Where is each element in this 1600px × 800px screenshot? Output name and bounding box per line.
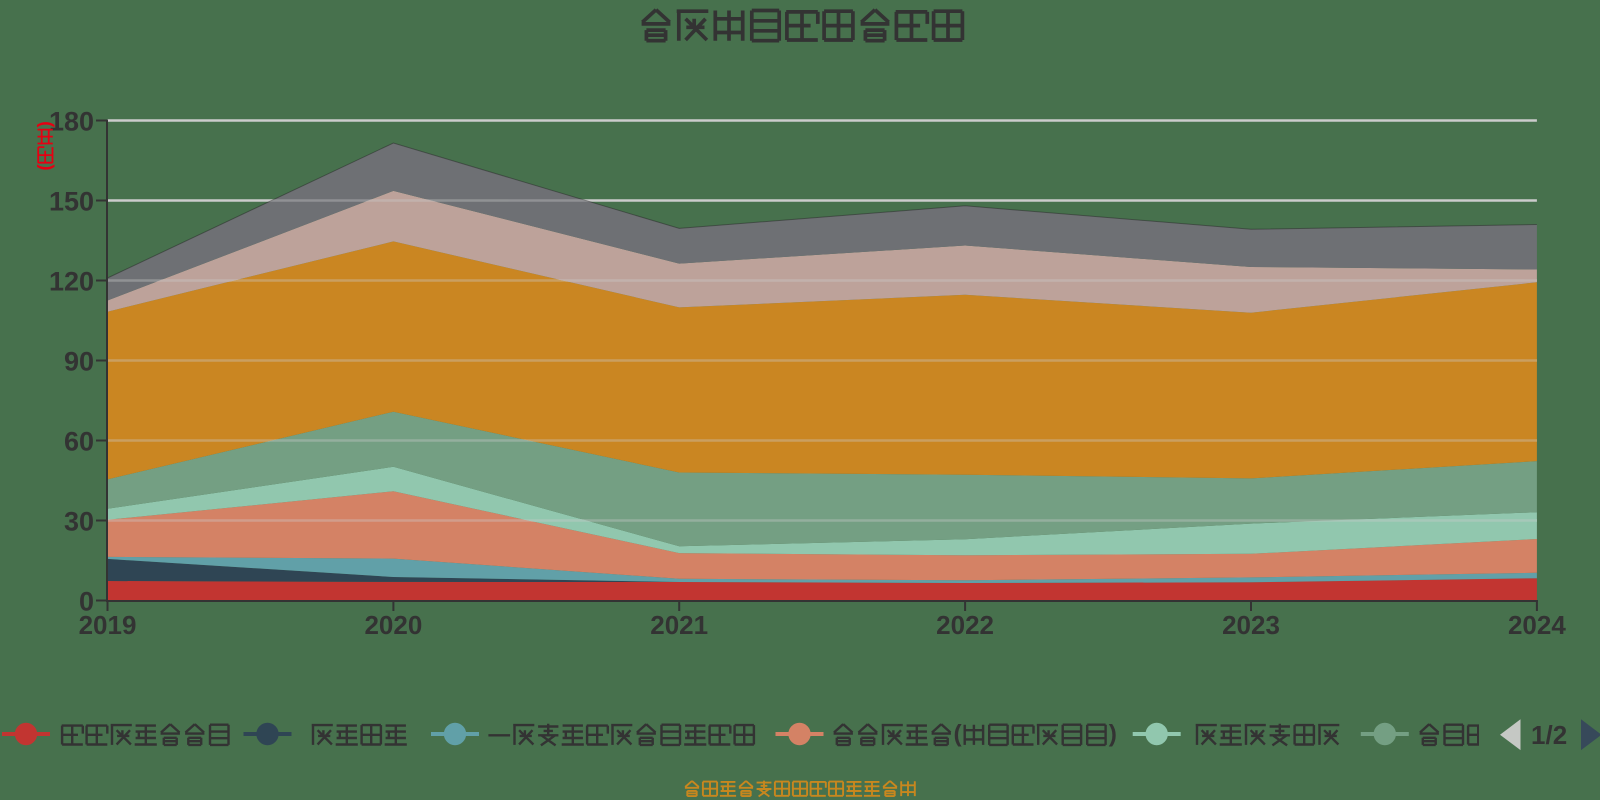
svg-text:2023: 2023 <box>1222 610 1280 640</box>
svg-text:2020: 2020 <box>364 610 422 640</box>
svg-text:150: 150 <box>49 187 94 217</box>
svg-text:120: 120 <box>49 267 94 297</box>
svg-text:0: 0 <box>79 587 94 617</box>
svg-text:2024: 2024 <box>1508 610 1566 640</box>
svg-text:): ) <box>33 121 54 127</box>
svg-text:(: ( <box>954 721 963 748</box>
svg-text:2019: 2019 <box>79 610 137 640</box>
svg-text:2021: 2021 <box>650 610 708 640</box>
svg-text:(: ( <box>33 164 54 171</box>
svg-text:): ) <box>1109 721 1117 748</box>
svg-text:2022: 2022 <box>936 610 994 640</box>
svg-text:180: 180 <box>49 107 94 137</box>
svg-text:1: 1 <box>1531 720 1545 750</box>
svg-text:30: 30 <box>64 507 94 537</box>
svg-text:60: 60 <box>64 427 94 457</box>
svg-text:2: 2 <box>1553 720 1567 750</box>
svg-text:/: / <box>1546 720 1553 750</box>
svg-text:90: 90 <box>64 347 94 377</box>
